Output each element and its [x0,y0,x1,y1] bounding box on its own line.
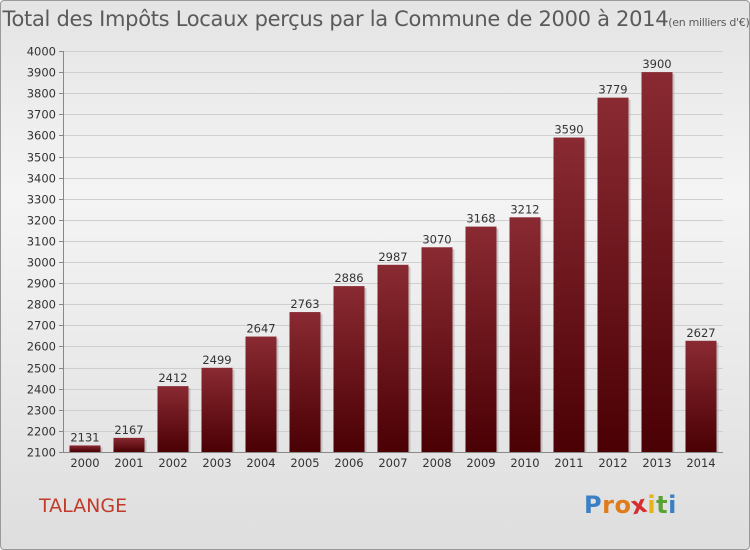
bar [553,137,585,452]
commune-name: TALANGE [39,495,128,517]
bar [421,247,453,452]
logo-letter: i [668,491,677,519]
y-tick-label: 3600 [27,129,56,143]
y-tick-label: 2600 [27,340,56,354]
data-label: 2763 [290,297,319,311]
x-tick-label: 2003 [202,456,231,470]
y-tick-label: 3000 [27,256,56,270]
y-tick-label: 2400 [27,383,56,397]
data-label: 3590 [554,123,583,137]
y-tick-label: 3900 [27,66,56,80]
y-tick-label: 3500 [27,151,56,165]
data-label: 3070 [422,232,451,246]
y-tick-label: 2700 [27,319,56,333]
x-tick-label: 2013 [642,456,671,470]
logo-letter: t [656,491,669,519]
x-axis: 2000 2001 2002 2003 2004 2005 2006 2007 2008 2009… [63,452,723,470]
x-tick-label: 2010 [510,456,539,470]
data-label: 2647 [246,322,275,336]
bar [245,336,277,452]
x-tick-label: 2014 [686,456,715,470]
bar [157,386,189,452]
bar [465,226,497,452]
bar [597,97,629,452]
logo-letter: r [602,491,615,519]
bars: 2131 2167 2412 2499 2647 2763 2886 2987 3070 3168… [69,57,719,453]
x-tick-label: 2005 [290,456,319,470]
chart-unit: (en milliers d'€) [668,16,750,29]
data-label: 3779 [598,83,627,97]
data-label: 2499 [202,353,231,367]
y-tick-label: 3200 [27,214,56,228]
chart-title: Total des Impôts Locaux perçus par la Co… [1,7,750,31]
x-tick-label: 2011 [554,456,583,470]
y-tick-label: 4000 [27,45,56,59]
data-label: 2131 [70,430,99,444]
bar [685,340,717,452]
bar [201,367,233,452]
y-tick-label: 2900 [27,277,56,291]
data-label: 3212 [510,202,539,216]
y-tick-label: 2800 [27,298,56,312]
y-axis: 2100 2200 2300 2400 2500 2600 2700 2800 2900 3000… [27,45,64,460]
y-tick-label: 2100 [27,446,56,460]
x-tick-label: 2009 [466,456,495,470]
logo-letter: P [584,491,603,519]
logo-letter: i [647,491,657,519]
y-tick-label: 3300 [27,193,56,207]
logo-letter: o [614,491,632,519]
y-tick-label: 3400 [27,172,56,186]
y-tick-label: 2200 [27,425,56,439]
data-label: 3900 [642,57,671,71]
x-tick-label: 2001 [114,456,143,470]
bar [333,286,365,452]
x-tick-label: 2008 [422,456,451,470]
bar [509,217,541,452]
x-tick-label: 2002 [158,456,187,470]
y-tick-label: 3700 [27,108,56,122]
x-tick-label: 2000 [70,456,99,470]
proxiti-logo: Proxiti [584,490,677,521]
bar [69,445,101,452]
data-label: 2412 [158,371,187,385]
bar [641,72,673,453]
chart-title-text: Total des Impôts Locaux perçus par la Co… [2,7,669,31]
data-label: 2886 [334,271,363,285]
x-tick-label: 2012 [598,456,627,470]
bar [289,312,321,452]
data-label: 2627 [686,326,715,340]
data-label: 2987 [378,250,407,264]
y-tick-label: 2300 [27,404,56,418]
y-tick-label: 3100 [27,235,56,249]
data-label: 2167 [114,423,143,437]
data-label: 3168 [466,212,495,226]
x-tick-label: 2007 [378,456,407,470]
y-tick-label: 3800 [27,87,56,101]
x-tick-label: 2004 [246,456,275,470]
x-tick-label: 2006 [334,456,363,470]
bar [113,437,145,452]
y-tick-label: 2500 [27,362,56,376]
bar [377,264,409,452]
